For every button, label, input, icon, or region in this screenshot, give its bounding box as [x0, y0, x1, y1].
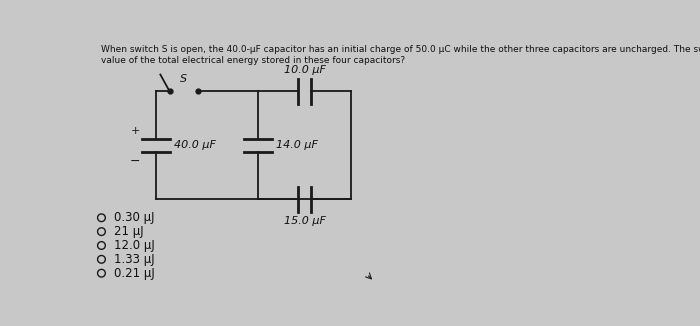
- Text: S: S: [181, 74, 188, 84]
- Text: 0.21 μJ: 0.21 μJ: [114, 267, 155, 280]
- Text: 40.0 μF: 40.0 μF: [174, 141, 216, 150]
- Text: 14.0 μF: 14.0 μF: [276, 141, 318, 150]
- Text: 12.0 μJ: 12.0 μJ: [114, 239, 155, 252]
- Text: 15.0 μF: 15.0 μF: [284, 216, 326, 226]
- Text: 21 μJ: 21 μJ: [114, 225, 144, 238]
- Text: 0.30 μJ: 0.30 μJ: [114, 211, 154, 224]
- Text: 10.0 μF: 10.0 μF: [284, 65, 326, 75]
- Text: 1.33 μJ: 1.33 μJ: [114, 253, 155, 266]
- Text: +: +: [131, 126, 140, 136]
- Text: −: −: [130, 155, 140, 168]
- Text: When switch S is open, the 40.0-μF capacitor has an initial charge of 50.0 μC wh: When switch S is open, the 40.0-μF capac…: [102, 45, 700, 65]
